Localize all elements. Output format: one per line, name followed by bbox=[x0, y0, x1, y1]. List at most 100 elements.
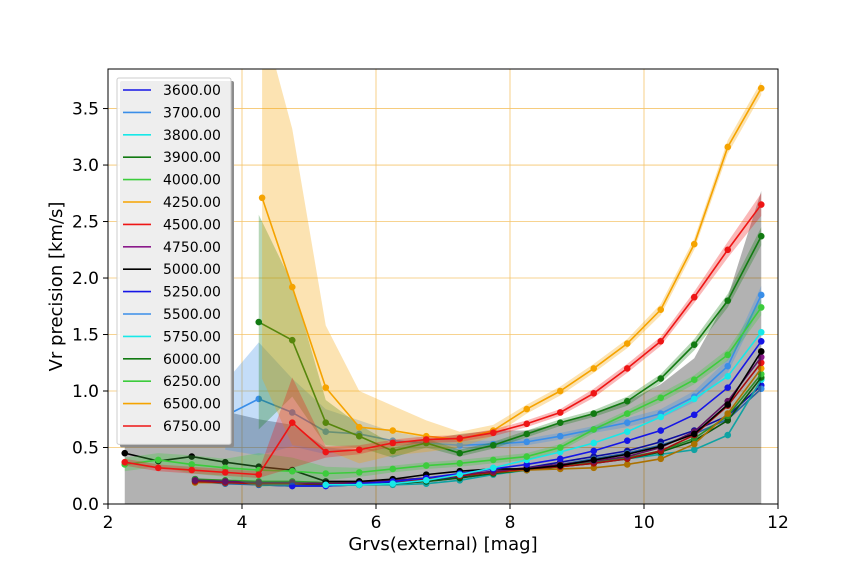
data-point bbox=[322, 481, 330, 489]
series-band bbox=[225, 285, 762, 456]
data-point bbox=[288, 482, 296, 490]
data-point bbox=[623, 397, 631, 405]
series-6250.00 bbox=[121, 299, 765, 488]
plot-area bbox=[121, 69, 765, 504]
y-tick-label: 1.0 bbox=[72, 382, 99, 402]
data-point bbox=[456, 441, 464, 449]
data-point bbox=[121, 458, 129, 466]
legend-entry: 3600.00 bbox=[163, 83, 221, 99]
data-point bbox=[121, 449, 129, 457]
data-point bbox=[724, 384, 732, 391]
data-point bbox=[657, 337, 665, 345]
series-line bbox=[124, 204, 762, 476]
axes-frame bbox=[107, 68, 779, 505]
data-point bbox=[757, 348, 765, 355]
data-point bbox=[556, 387, 564, 395]
series-line bbox=[325, 331, 762, 486]
data-point bbox=[523, 453, 531, 460]
x-tick-label: 6 bbox=[371, 513, 382, 533]
data-point bbox=[523, 461, 531, 468]
data-point bbox=[258, 194, 266, 202]
data-point bbox=[188, 461, 196, 468]
legend-entry: 5000.00 bbox=[163, 262, 221, 278]
data-point bbox=[556, 448, 564, 456]
x-axis-label: Grvs(external) [mag] bbox=[348, 534, 537, 555]
data-point bbox=[690, 341, 698, 348]
data-point bbox=[288, 467, 296, 475]
data-point bbox=[657, 394, 665, 402]
data-point bbox=[389, 439, 397, 447]
data-point bbox=[288, 409, 296, 416]
data-point bbox=[757, 359, 765, 367]
data-point bbox=[690, 240, 698, 248]
data-point bbox=[489, 441, 497, 449]
data-point bbox=[657, 455, 665, 463]
data-point bbox=[288, 419, 296, 426]
data-point bbox=[221, 458, 229, 466]
data-point bbox=[523, 465, 531, 473]
data-point bbox=[288, 336, 296, 344]
x-tick-label: 2 bbox=[103, 513, 114, 533]
y-tick-label: 2.0 bbox=[72, 269, 99, 289]
data-point bbox=[690, 430, 698, 438]
data-point bbox=[422, 476, 430, 484]
data-point bbox=[623, 461, 631, 468]
series-band bbox=[124, 299, 762, 488]
data-point bbox=[724, 246, 732, 254]
data-point bbox=[757, 232, 765, 240]
x-tick-label: 10 bbox=[633, 513, 655, 533]
y-tick-label: 2.5 bbox=[72, 213, 99, 233]
data-point bbox=[221, 464, 229, 472]
legend-entry: 4000.00 bbox=[163, 173, 221, 189]
data-point bbox=[657, 413, 665, 421]
series-band bbox=[124, 193, 762, 479]
data-point bbox=[590, 365, 598, 372]
data-point bbox=[255, 395, 263, 403]
data-point bbox=[389, 465, 397, 473]
y-tick-label: 3.0 bbox=[72, 156, 99, 176]
data-point bbox=[456, 460, 464, 467]
data-point bbox=[556, 419, 564, 426]
data-point bbox=[690, 411, 698, 419]
data-point bbox=[757, 304, 765, 311]
data-point bbox=[489, 464, 497, 472]
x-axis: 2 4 6 8 10 12 bbox=[103, 504, 789, 533]
data-point bbox=[757, 291, 765, 299]
series-line bbox=[261, 87, 762, 441]
legend: 3600.00 3700.00 3800.00 3900.00 4000.00 4250.… bbox=[116, 77, 234, 448]
x-tick-label: 4 bbox=[237, 513, 248, 533]
series-6500.00 bbox=[258, 69, 765, 464]
data-point bbox=[556, 462, 564, 469]
legend-entry: 4250.00 bbox=[163, 195, 221, 211]
data-point bbox=[657, 443, 665, 450]
data-point bbox=[724, 362, 732, 370]
data-point bbox=[456, 449, 464, 457]
data-point bbox=[191, 476, 199, 484]
legend-entry: 6000.00 bbox=[163, 352, 221, 368]
series-line bbox=[124, 351, 762, 483]
data-point bbox=[154, 456, 162, 464]
x-tick-label: 12 bbox=[767, 513, 789, 533]
data-point bbox=[590, 447, 598, 455]
legend-entry: 5500.00 bbox=[163, 307, 221, 323]
data-point bbox=[523, 438, 531, 446]
data-point bbox=[422, 436, 430, 443]
data-point bbox=[154, 464, 162, 472]
data-point bbox=[757, 328, 765, 336]
data-point bbox=[355, 469, 363, 476]
data-point bbox=[322, 384, 330, 391]
legend-entry: 3900.00 bbox=[163, 150, 221, 166]
data-point bbox=[724, 373, 732, 380]
data-point bbox=[456, 471, 464, 478]
data-point bbox=[389, 480, 397, 487]
data-point bbox=[757, 385, 765, 393]
data-point bbox=[355, 423, 363, 431]
legend-entry: 6750.00 bbox=[163, 419, 221, 435]
legend-entry: 6500.00 bbox=[163, 397, 221, 413]
data-point bbox=[623, 428, 631, 435]
data-point bbox=[221, 469, 229, 476]
series-6750.00 bbox=[121, 193, 765, 479]
data-point bbox=[322, 448, 330, 456]
data-point bbox=[255, 479, 263, 486]
series-5750.00 bbox=[322, 328, 765, 489]
